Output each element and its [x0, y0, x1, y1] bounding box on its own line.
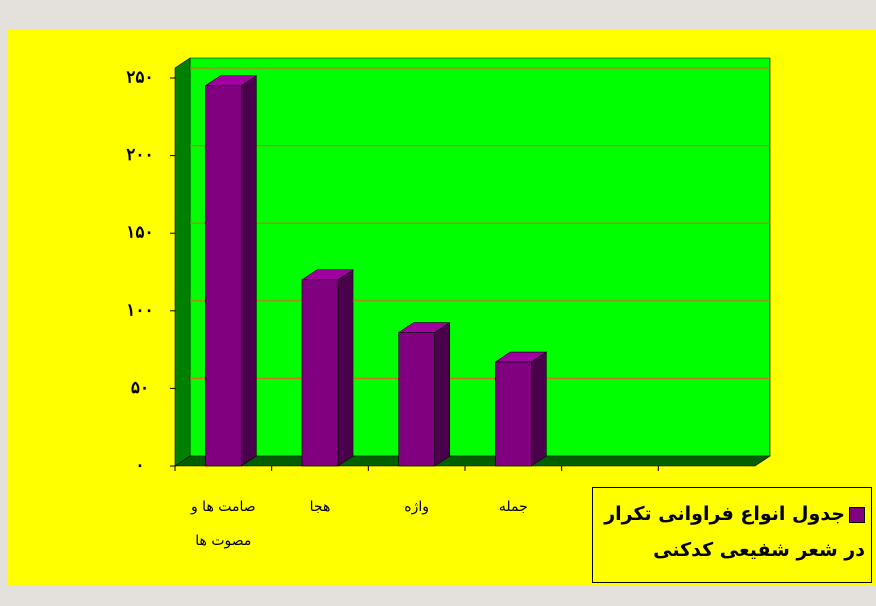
legend-swatch: [849, 506, 865, 523]
bar: [301, 279, 339, 467]
legend: جدول انواع فراوانی تکرار در شعر شفیعی کد…: [592, 487, 872, 583]
legend-label: جدول انواع فراوانی تکرار در شعر شفیعی کد…: [604, 503, 865, 561]
x-tick-label: جمله: [498, 499, 528, 515]
back-wall: [189, 57, 771, 457]
bar-side: [434, 321, 450, 467]
y-tick-label: ۱۵۰: [126, 223, 153, 243]
y-tick-label: ۰: [135, 456, 144, 476]
y-tick-label: ۱۰۰: [126, 300, 153, 320]
x-tick-label: هجا: [309, 499, 331, 515]
bar: [398, 332, 435, 467]
side-wall: [174, 57, 191, 467]
bar: [495, 361, 532, 467]
bar-side: [241, 75, 257, 467]
y-tick-label: ۵۰: [131, 378, 149, 398]
bar-side: [531, 351, 547, 467]
bar: [205, 85, 242, 467]
x-tick-label: صامت ها و مصوت ها: [190, 499, 256, 549]
bar-side: [337, 269, 354, 467]
y-tick-label: ۲۵۰: [126, 68, 153, 88]
x-tick-label: واژه: [404, 499, 430, 515]
floor: [174, 455, 771, 467]
y-tick-label: ۲۰۰: [126, 145, 153, 165]
